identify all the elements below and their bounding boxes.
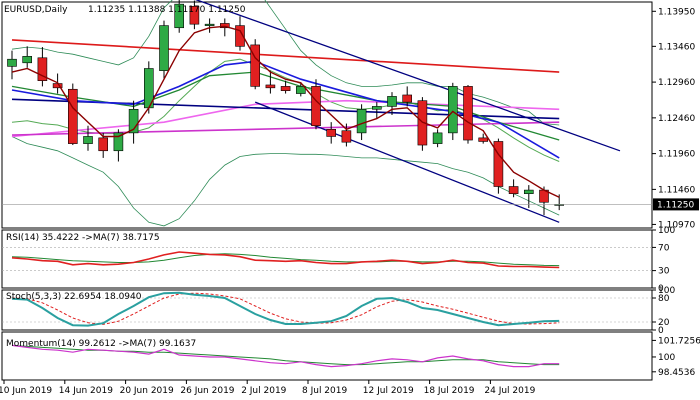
candle-body — [356, 108, 367, 134]
main-price-panel: 1.13950 1.13460 1.12960 1.12460 1.11960 1.114… — [1, 0, 699, 230]
x-axis: 10 Jun 2019 14 Jun 2019 20 Jun 2019 26 Jun … — [0, 380, 536, 396]
price-tick-label: 1.12460 — [658, 114, 695, 124]
price-tick-label: 1.13460 — [658, 42, 695, 52]
stoch-d-line — [11, 292, 560, 325]
x-tick-label: 24 Jul 2019 — [484, 386, 535, 396]
price-tick-label: 1.11460 — [658, 185, 695, 195]
candle-body — [402, 94, 413, 103]
candle-body — [98, 137, 108, 152]
x-tick-label: 8 Jul 2019 — [302, 386, 347, 396]
rsi-tick-label: 100 — [658, 226, 675, 236]
x-tick-label: 12 Jul 2019 — [363, 386, 414, 396]
momentum-tick-label: 100 — [658, 353, 675, 363]
candle-body — [295, 86, 306, 94]
candle-body — [447, 86, 458, 134]
momentum-panel: 101.7256 100 98.4536 — [1, 331, 700, 381]
rsi-label: RSI(14) 35.4222 ->MA(7) 38.7175 — [6, 233, 160, 243]
candle-body — [341, 130, 352, 143]
momentum-label: Momentum(14) 99.2612 ->MA(7) 99.1637 — [6, 339, 196, 349]
stoch-tick-label: 100 — [658, 286, 675, 296]
momentum-tick-label: 98.4536 — [658, 368, 695, 378]
candle-body — [326, 129, 337, 137]
channel-upper-line — [194, 0, 621, 152]
channel-lower-line — [254, 101, 560, 223]
candle-body — [371, 106, 382, 110]
rsi-frame — [1, 229, 653, 289]
candle-body — [189, 5, 200, 25]
momentum-mom-line — [11, 344, 560, 368]
candle-body — [280, 86, 291, 91]
x-tick-label: 10 Jun 2019 — [0, 386, 52, 396]
stoch-k-line — [11, 291, 560, 327]
price-tick-label: 1.11960 — [658, 150, 695, 160]
stoch-label: Stoch(5,3,3) 22.6954 18.0940 — [6, 292, 142, 302]
candle-body — [159, 25, 169, 71]
candle-body — [478, 137, 489, 142]
stoch-tick-label: 80 — [658, 294, 670, 304]
candle-body — [83, 136, 93, 144]
candle-body — [113, 132, 124, 152]
candle-body — [432, 132, 443, 144]
candle-body — [508, 186, 519, 194]
rsi-panel: 100 70 30 0 — [1, 226, 675, 294]
last-price-text: 1.11250 — [657, 200, 694, 210]
candle-body — [204, 23, 215, 26]
candle-body — [523, 189, 534, 194]
x-tick-label: 20 Jun 2019 — [120, 386, 174, 396]
candle-body — [265, 84, 276, 89]
main-frame — [1, 1, 653, 229]
candle-body — [235, 25, 245, 47]
rsi-rsi-line — [11, 251, 560, 269]
x-tick-label: 26 Jun 2019 — [180, 386, 234, 396]
stoch-tick-label: 0 — [658, 326, 664, 336]
ma-red-line — [11, 39, 560, 73]
candle-body — [68, 88, 78, 144]
x-tick-label: 2 Jul 2019 — [241, 386, 286, 396]
candle-body — [128, 108, 139, 134]
ohlc-readout: 1.11235 1.11388 1.11170 1.11250 — [88, 5, 246, 15]
candle-body — [493, 141, 504, 187]
candle-body — [250, 44, 260, 87]
rsi-tick-label: 70 — [658, 243, 670, 253]
candle-body — [174, 3, 184, 29]
last-price-tag — [653, 198, 699, 211]
momentum-tick-label: 101.7256 — [658, 336, 700, 346]
bollinger-lower-band — [11, 136, 560, 227]
price-tick-label: 1.13950 — [658, 7, 695, 17]
candle-body — [7, 58, 17, 67]
ema-line — [11, 25, 560, 198]
candle-body — [37, 57, 48, 81]
candle-body — [387, 96, 397, 107]
rsi-ma-line — [11, 253, 560, 267]
rsi-tick-label: 30 — [658, 267, 670, 277]
rsi-tick-label: 0 — [658, 284, 664, 294]
candle-body — [311, 86, 321, 127]
price-tick-label: 1.10970 — [658, 220, 695, 230]
x-tick-label: 18 Jul 2019 — [424, 386, 475, 396]
candle-body — [22, 56, 33, 64]
x-tick-label: 14 Jun 2019 — [59, 386, 113, 396]
stoch-tick-label: 20 — [658, 318, 670, 328]
symbol-label: EURUSD,Daily — [4, 5, 68, 15]
candle-body — [463, 86, 473, 141]
price-tick-label: 1.12960 — [658, 78, 695, 88]
momentum-frame — [1, 331, 653, 381]
